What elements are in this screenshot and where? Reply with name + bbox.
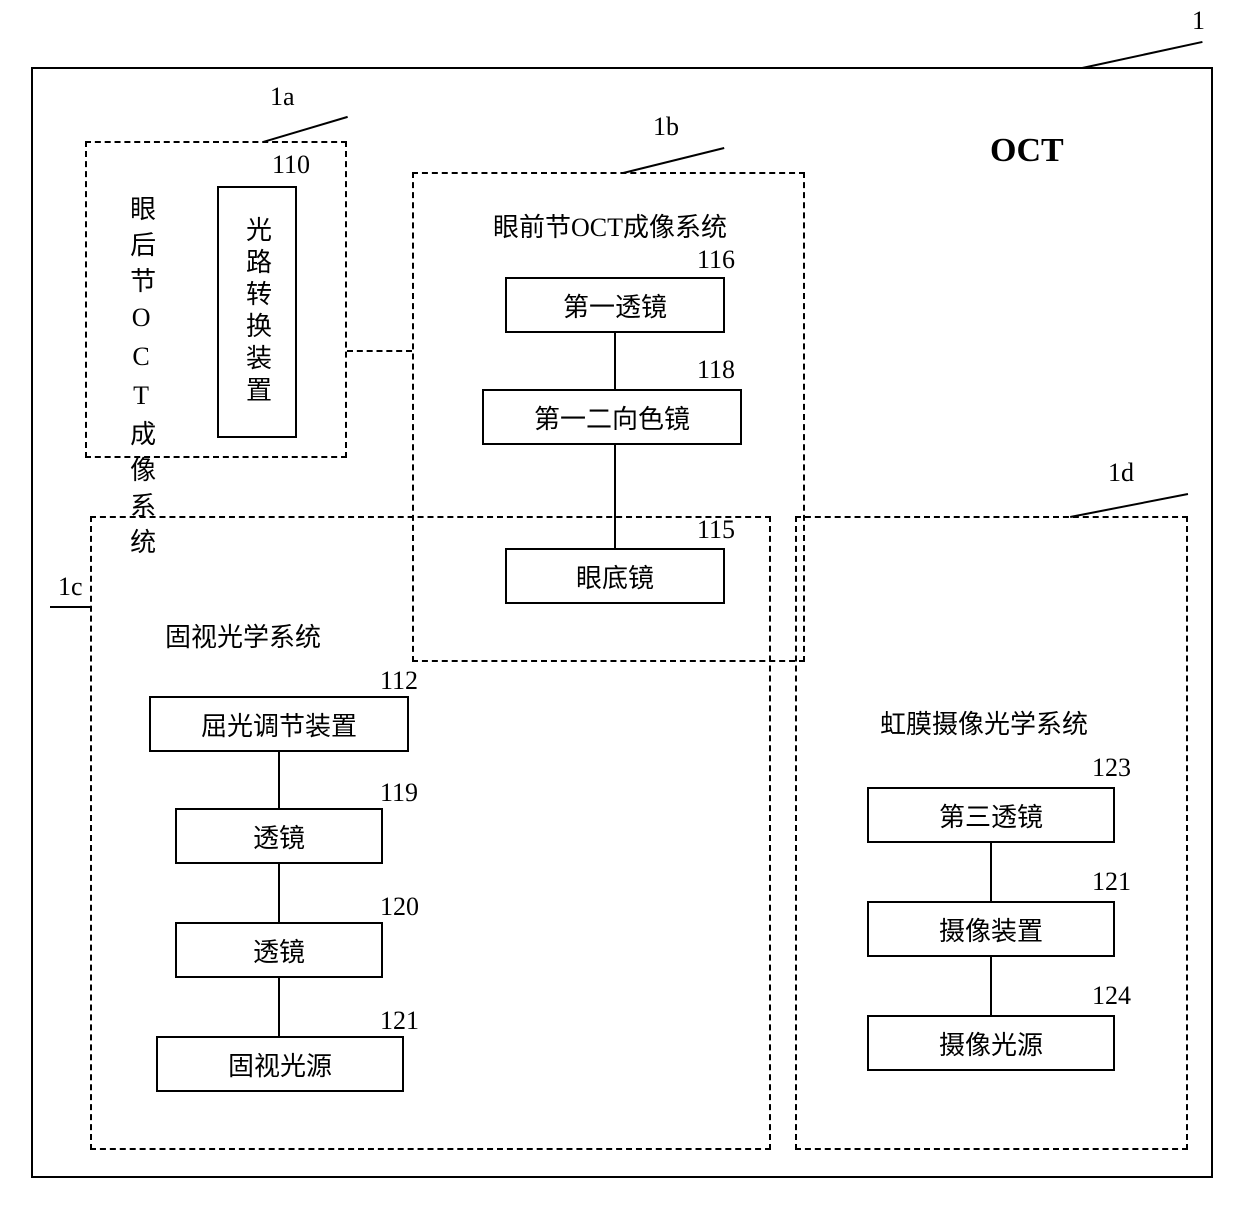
ref-1d: 1d bbox=[1108, 458, 1134, 488]
leader-1c bbox=[50, 606, 90, 608]
ref-116: 116 bbox=[697, 245, 735, 275]
block-121c: 固视光源 bbox=[156, 1036, 404, 1092]
ref-119: 119 bbox=[380, 778, 418, 808]
conn-119-120 bbox=[278, 864, 280, 922]
title-1b: 眼前节OCT成像系统 bbox=[493, 207, 727, 244]
conn-112-119 bbox=[278, 752, 280, 808]
ref-124: 124 bbox=[1092, 981, 1131, 1011]
block-120: 透镜 bbox=[175, 922, 383, 978]
conn-120-121 bbox=[278, 978, 280, 1036]
block-124: 摄像光源 bbox=[867, 1015, 1115, 1071]
ref-1a: 1a bbox=[270, 82, 295, 112]
conn-121-124 bbox=[990, 957, 992, 1015]
ref-121c: 121 bbox=[380, 1006, 419, 1036]
oct-label: OCT bbox=[990, 132, 1064, 170]
ref-1b: 1b bbox=[653, 112, 679, 142]
title-1c: 固视光学系统 bbox=[165, 617, 321, 654]
ref-123: 123 bbox=[1092, 753, 1131, 783]
title-1a-text: 眼后节OCT成像系统 bbox=[120, 195, 162, 564]
ref-120: 120 bbox=[380, 892, 419, 922]
block-123: 第三透镜 bbox=[867, 787, 1115, 843]
ref-112: 112 bbox=[380, 666, 418, 696]
ref-121d: 121 bbox=[1092, 867, 1131, 897]
conn-116-118 bbox=[614, 333, 616, 389]
block-112: 屈光调节装置 bbox=[149, 696, 409, 752]
leader-1 bbox=[1082, 41, 1202, 69]
title-1a: 眼后节OCT成像系统 bbox=[120, 195, 162, 571]
block-116: 第一透镜 bbox=[505, 277, 725, 333]
title-1d: 虹膜摄像光学系统 bbox=[880, 704, 1088, 741]
ref-1: 1 bbox=[1192, 6, 1205, 36]
block-110: 光路转换装置 bbox=[217, 186, 297, 438]
block-110-text: 光路转换装置 bbox=[239, 216, 276, 408]
ref-118: 118 bbox=[697, 355, 735, 385]
diagram-stage: 1 OCT 1a 眼后节OCT成像系统 光路转换装置 110 1b 眼前节OCT… bbox=[0, 0, 1240, 1209]
conn-123-121 bbox=[990, 843, 992, 901]
conn-1a-1b bbox=[347, 350, 412, 352]
block-119: 透镜 bbox=[175, 808, 383, 864]
ref-1c: 1c bbox=[58, 572, 83, 602]
block-118: 第一二向色镜 bbox=[482, 389, 742, 445]
ref-110: 110 bbox=[272, 150, 310, 180]
block-121d: 摄像装置 bbox=[867, 901, 1115, 957]
